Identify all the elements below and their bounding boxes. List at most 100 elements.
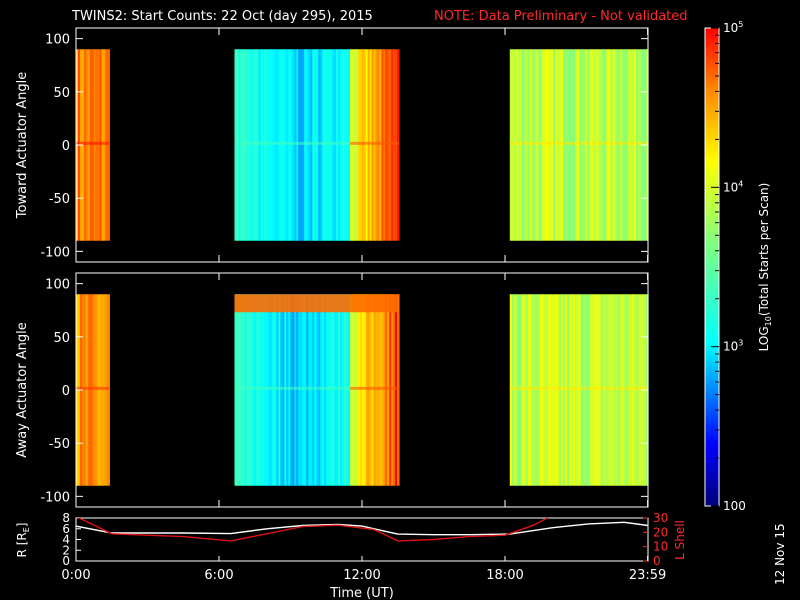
heatmap-cell xyxy=(381,294,384,486)
heatmap-band-high xyxy=(234,294,351,313)
heatmap-cell xyxy=(393,294,396,486)
heatmap-cell xyxy=(539,49,542,241)
panel-toward: -100 -50 0 50 100 xyxy=(40,27,649,263)
heatmap-cell xyxy=(559,49,562,241)
heatmap-cell xyxy=(622,294,625,486)
heatmap-cell xyxy=(570,49,574,241)
heatmap-cell xyxy=(533,294,537,486)
heatmap-cell xyxy=(600,294,604,486)
heatmap-cell xyxy=(592,294,596,486)
heatmap-cell xyxy=(344,49,347,241)
y-tick-label: -50 xyxy=(49,437,70,452)
heatmap-cell xyxy=(105,49,108,241)
heatmap-cell xyxy=(511,49,515,241)
heatmap-block xyxy=(350,49,400,241)
heatmap-cell xyxy=(628,294,631,486)
heatmap-cell xyxy=(254,294,258,486)
heatmap-cell xyxy=(91,49,95,241)
x-tick-label: 12:00 xyxy=(343,568,380,583)
heatmap-cell xyxy=(596,49,600,241)
heatmap-cell xyxy=(563,294,566,486)
heatmap-band-zero xyxy=(350,141,399,145)
y-tick-label: 50 xyxy=(53,86,70,101)
heatmap-cell xyxy=(97,49,101,241)
heatmap-cell xyxy=(567,49,570,241)
heatmap-cell xyxy=(549,294,552,486)
heatmap-cell xyxy=(604,49,608,241)
heatmap-cell xyxy=(83,294,87,486)
heatmap-cell xyxy=(369,294,373,486)
heatmap-cell xyxy=(396,49,400,241)
ylabel-toward: Toward Actuator Angle xyxy=(15,72,30,219)
heatmap-cell xyxy=(93,49,97,241)
heatmap-band-zero xyxy=(234,141,351,145)
heatmap-cell xyxy=(602,49,606,241)
colorbar-tick-label: 100 xyxy=(723,499,746,513)
colorbar: 105 104 103 100 xyxy=(704,20,746,513)
heatmap-cell xyxy=(614,49,617,241)
heatmap-cell xyxy=(258,49,261,241)
heatmap-cell xyxy=(99,294,103,486)
heatmap-cell xyxy=(284,49,287,241)
heatmap-cell xyxy=(393,49,396,241)
heatmap-cell xyxy=(588,49,592,241)
heatmap-cell xyxy=(541,49,544,241)
heatmap-cell xyxy=(582,49,586,241)
xlabel-time: Time (UT) xyxy=(329,586,394,600)
heatmap-cell xyxy=(326,49,329,241)
heatmap-cell xyxy=(638,294,641,486)
heatmap-cell xyxy=(318,294,321,486)
heatmap-cell xyxy=(569,49,572,241)
heatmap-cell xyxy=(87,49,91,241)
heatmap-cell xyxy=(387,294,390,486)
heatmap-cell xyxy=(238,294,242,486)
heatmap-cell xyxy=(578,49,582,241)
heatmap-cell xyxy=(357,294,361,486)
heatmap-cell xyxy=(365,49,369,241)
y-tick-label: -100 xyxy=(40,490,70,505)
heatmap-cell xyxy=(288,49,291,241)
heatmap-cell xyxy=(565,294,568,486)
heatmap-cell xyxy=(248,49,252,241)
heatmap-cell xyxy=(346,294,349,486)
heatmap-cell xyxy=(375,294,379,486)
heatmap-cell xyxy=(620,294,623,486)
heatmap-cell xyxy=(582,294,586,486)
heatmap-cell xyxy=(537,294,540,486)
heatmap-cell xyxy=(531,294,535,486)
heatmap-cell xyxy=(105,294,108,486)
heatmap-cell xyxy=(602,294,606,486)
heatmap-cell xyxy=(81,294,85,486)
heatmap-cell xyxy=(262,49,265,241)
heatmap-cell xyxy=(618,49,621,241)
heatmap-cell xyxy=(292,49,295,241)
heatmap-cell xyxy=(236,49,240,241)
heatmap-cell xyxy=(85,49,89,241)
heatmap-cell xyxy=(630,49,633,241)
heatmap-band-zero xyxy=(76,141,110,145)
heatmap-cell xyxy=(276,49,279,241)
heatmap-cell xyxy=(348,294,351,486)
y-tick-label-right: 10 xyxy=(653,540,668,554)
heatmap-cell xyxy=(519,49,523,241)
heatmap-cell xyxy=(572,294,576,486)
heatmap-cell xyxy=(270,49,273,241)
x-tick-label: 18:00 xyxy=(486,568,523,583)
heatmap-cell xyxy=(274,49,277,241)
heatmap-cell xyxy=(294,49,297,241)
r-series-line xyxy=(76,521,648,536)
heatmap-cell xyxy=(375,49,379,241)
heatmap-cell xyxy=(509,294,513,486)
heatmap-cell xyxy=(626,294,629,486)
heatmap-cell xyxy=(553,294,556,486)
heatmap-cell xyxy=(606,294,610,486)
heatmap-cell xyxy=(234,294,238,486)
heatmap-cell xyxy=(533,49,537,241)
heatmap-cell xyxy=(274,294,277,486)
heatmap-cell xyxy=(608,294,612,486)
heatmap-cell xyxy=(371,294,375,486)
heatmap-cell xyxy=(555,294,558,486)
heatmap-cell xyxy=(240,49,244,241)
heatmap-cell xyxy=(282,294,285,486)
heatmap-cell xyxy=(529,49,533,241)
